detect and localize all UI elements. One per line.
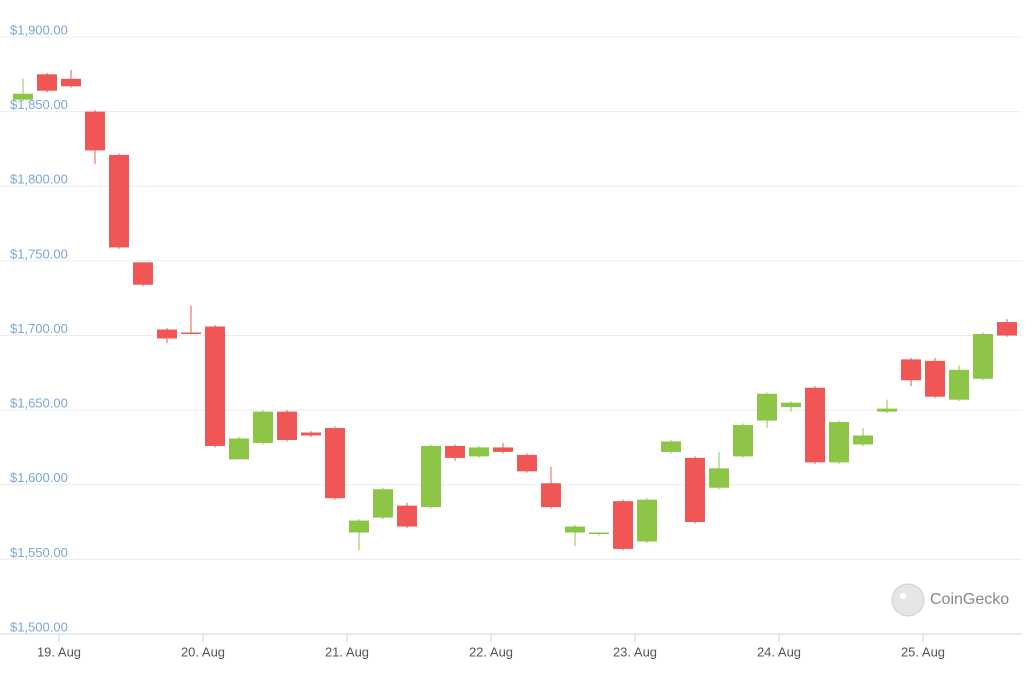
candle-body [373,489,393,518]
y-tick-label: $1,700.00 [10,321,68,336]
candle-body [925,360,945,397]
y-tick-label: $1,600.00 [10,470,68,485]
x-tick-label: 19. Aug [37,644,81,659]
x-tick-label: 21. Aug [325,644,369,659]
x-tick-label: 22. Aug [469,644,513,659]
x-tick-label: 24. Aug [757,644,801,659]
candle-body [397,505,417,527]
candle-body [229,438,249,460]
candle-body [565,526,585,533]
candle-body [757,393,777,421]
watermark: CoinGecko [930,591,1009,608]
candle-body [613,501,633,549]
candle-body [253,411,273,443]
y-tick-label: $1,500.00 [10,619,68,634]
candle-body [733,425,753,457]
candle-body [109,154,129,248]
x-tick-label: 20. Aug [181,644,225,659]
candle-body [805,387,825,463]
candle-body [181,332,201,335]
candle-body [445,445,465,458]
candle-body [421,445,441,508]
candle-body [901,359,921,381]
candle-body [637,499,657,542]
x-tick-label: 25. Aug [901,644,945,659]
x-tick-label: 23. Aug [613,644,657,659]
candle-body [85,111,105,151]
candle-body [949,369,969,400]
y-tick-label: $1,800.00 [10,172,68,187]
y-tick-label: $1,850.00 [10,97,68,112]
y-tick-label: $1,550.00 [10,545,68,560]
y-tick-label: $1,900.00 [10,22,68,37]
candle-body [877,408,897,412]
y-tick-label: $1,750.00 [10,246,68,261]
candle-body [13,93,33,100]
candle-body [325,428,345,499]
candle-body [973,334,993,379]
candle-body [493,447,513,452]
candle-body [829,422,849,463]
candle-body [133,262,153,285]
candle-body [853,435,873,445]
candle-body [781,402,801,408]
watermark-logo [891,583,925,617]
candle-body [469,447,489,457]
candle-body [517,454,537,472]
candle-body [589,532,609,535]
candle-body [349,520,369,533]
candle-body [997,322,1017,336]
candle-body [61,78,81,87]
candle-body [541,483,561,508]
candle-body [37,74,57,91]
candle-body [205,326,225,446]
candle-body [157,329,177,339]
candle-body [709,468,729,488]
candle-body [661,441,681,452]
candle-body [685,457,705,523]
candle-body [277,411,297,440]
y-tick-label: $1,650.00 [10,396,68,411]
candle-body [301,432,321,436]
